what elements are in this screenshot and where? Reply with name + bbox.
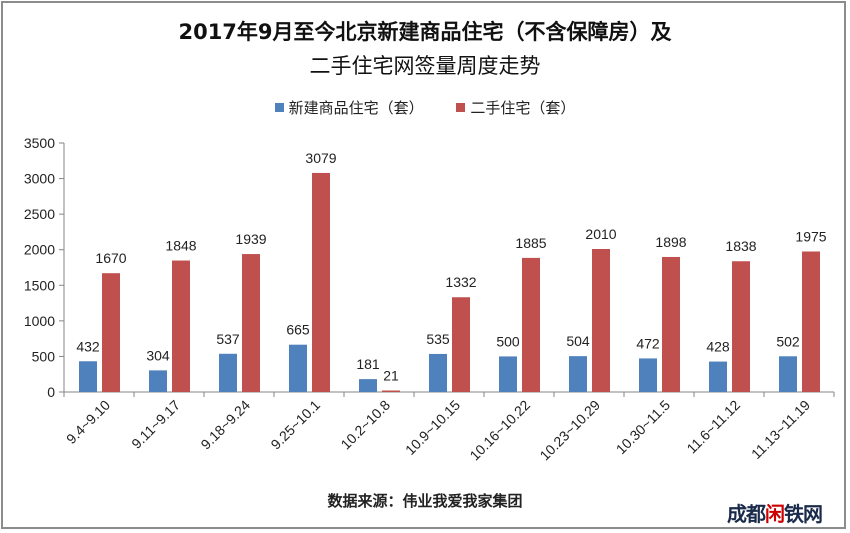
- bar-new: [429, 353, 447, 392]
- y-tick-label: 1500: [24, 277, 55, 293]
- x-tick-label: 10.2~10.8: [337, 397, 393, 453]
- data-label: 472: [636, 335, 660, 351]
- data-label: 304: [146, 347, 170, 363]
- bar-resale: [452, 297, 470, 392]
- y-tick-label: 3500: [24, 135, 55, 151]
- data-label: 500: [496, 333, 520, 349]
- bar-resale: [172, 260, 190, 392]
- bar-resale: [102, 273, 120, 392]
- data-label: 665: [286, 322, 310, 338]
- bar-resale: [592, 249, 610, 392]
- data-label: 535: [426, 331, 450, 347]
- data-label: 537: [216, 331, 240, 347]
- legend: 新建商品住宅（套） 二手住宅（套）: [0, 97, 850, 118]
- legend-swatch-new: [274, 103, 284, 112]
- data-label: 1332: [445, 274, 476, 290]
- x-tick-label: 9.4~9.10: [63, 397, 113, 447]
- y-tick-label: 2500: [24, 206, 55, 222]
- data-label: 181: [356, 356, 380, 372]
- data-label: 2010: [585, 226, 616, 242]
- data-label: 1939: [235, 231, 266, 247]
- bar-resale: [382, 390, 400, 392]
- chart-title: 2017年9月至今北京新建商品住宅（不含保障房）及: [178, 20, 672, 44]
- chart-title-line2: 二手住宅网签量周度走势: [309, 54, 541, 78]
- bar-new: [289, 344, 307, 392]
- data-label: 1670: [95, 250, 126, 266]
- x-tick-label: 10.9~10.15: [402, 397, 463, 458]
- data-label: 1885: [515, 235, 546, 251]
- legend-swatch-resale: [456, 103, 466, 112]
- x-tick-label: 11.6~11.12: [683, 397, 743, 457]
- data-label: 1975: [795, 228, 826, 244]
- y-tick-label: 0: [47, 384, 55, 400]
- x-tick-label: 9.25~10.1: [267, 397, 323, 453]
- x-tick-label: 9.18~9.24: [197, 397, 253, 453]
- data-label: 21: [383, 368, 399, 384]
- data-label: 3079: [305, 150, 336, 166]
- data-label: 428: [706, 339, 730, 355]
- data-label: 432: [76, 338, 100, 354]
- bar-resale: [312, 172, 330, 392]
- legend-label-resale: 二手住宅（套）: [470, 99, 576, 117]
- bar-new: [779, 356, 797, 392]
- bar-resale: [242, 254, 260, 392]
- y-tick-label: 2000: [24, 242, 55, 258]
- x-tick-label: 10.30~11.5: [613, 397, 674, 458]
- data-label: 504: [566, 333, 590, 349]
- y-tick-label: 500: [32, 348, 56, 364]
- bar-resale: [522, 257, 540, 392]
- source-note: 数据来源：伟业我爱我家集团: [327, 492, 523, 510]
- y-tick-label: 3000: [24, 171, 55, 187]
- bar-new: [709, 361, 727, 392]
- bar-resale: [732, 261, 750, 392]
- bar-new: [639, 358, 657, 392]
- legend-item-new: 新建商品住宅（套）: [274, 97, 424, 118]
- watermark-logo: 成都闲铁网: [727, 502, 823, 526]
- x-tick-label: 11.13~11.19: [748, 397, 813, 462]
- bar-new: [149, 370, 167, 392]
- x-tick-label: 10.23~10.29: [536, 397, 603, 464]
- y-tick-label: 1000: [24, 313, 55, 329]
- data-label: 1898: [655, 234, 686, 250]
- data-label: 502: [776, 333, 800, 349]
- bar-resale: [662, 256, 680, 392]
- bar-new: [359, 379, 377, 392]
- data-label: 1848: [165, 238, 196, 254]
- bar-resale: [802, 251, 820, 392]
- legend-label-new: 新建商品住宅（套）: [288, 99, 424, 117]
- x-tick-label: 9.11~9.17: [128, 397, 183, 452]
- bar-new: [219, 353, 237, 392]
- legend-item-resale: 二手住宅（套）: [456, 97, 575, 118]
- bar-new: [79, 361, 97, 392]
- data-label: 1838: [725, 238, 756, 254]
- x-tick-label: 10.16~10.22: [466, 397, 533, 464]
- bar-new: [499, 356, 517, 392]
- bar-new: [569, 356, 587, 392]
